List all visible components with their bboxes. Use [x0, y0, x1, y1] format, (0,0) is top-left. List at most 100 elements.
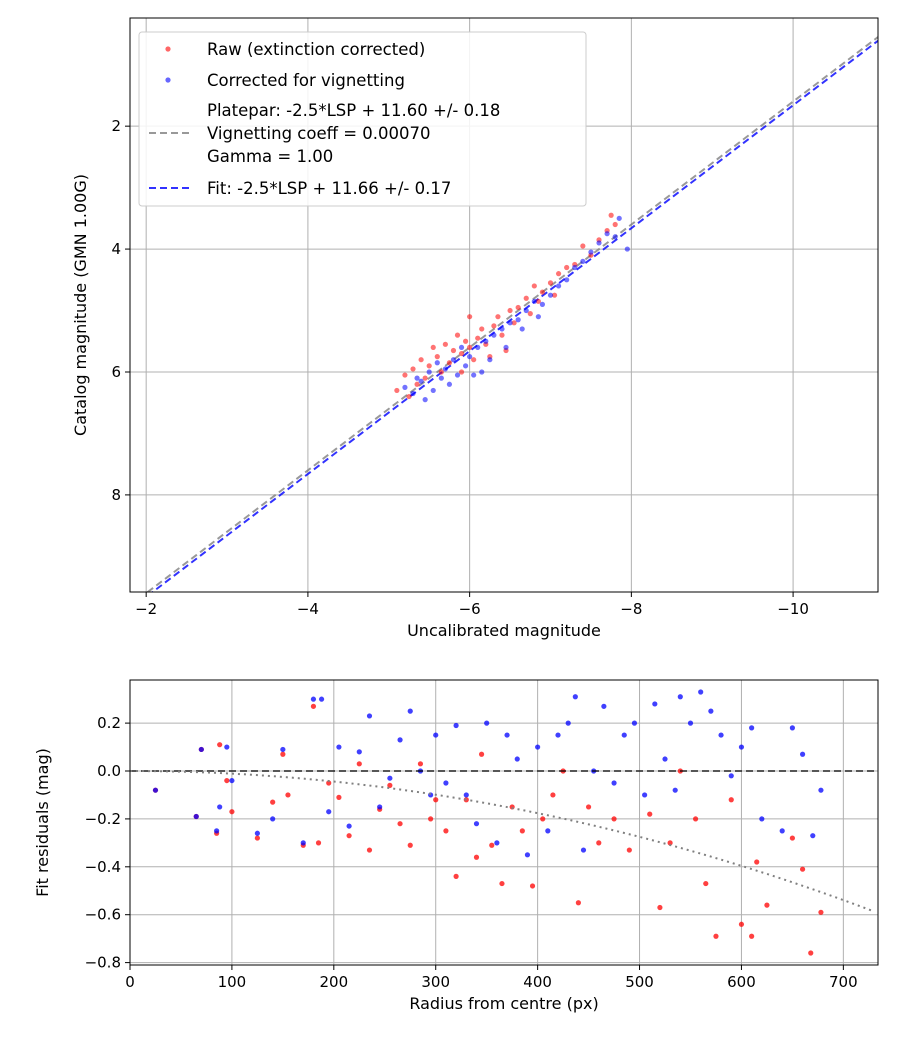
x-tick-label: −10 — [777, 600, 809, 618]
data-point — [479, 326, 485, 332]
x-tick-label: 300 — [421, 973, 450, 991]
data-point — [575, 900, 581, 906]
data-point — [473, 821, 480, 827]
axes-frame — [129, 679, 879, 966]
data-point — [475, 344, 481, 351]
data-point — [692, 816, 699, 822]
data-point — [473, 854, 480, 860]
y-tick-label: −0.8 — [85, 954, 121, 972]
data-point — [749, 933, 755, 939]
y-tick-label: 0.0 — [97, 762, 121, 780]
data-point — [458, 344, 465, 351]
data-point — [624, 246, 630, 252]
data-point — [759, 816, 765, 822]
data-point — [499, 880, 505, 887]
data-point — [580, 243, 586, 249]
data-point — [626, 847, 632, 853]
data-point — [426, 369, 432, 375]
x-tick-label: 500 — [625, 973, 654, 991]
data-point — [463, 792, 469, 798]
data-point — [414, 375, 420, 381]
x-tick-label: −6 — [459, 600, 481, 618]
data-point — [434, 360, 440, 366]
data-point — [397, 737, 403, 743]
data-point — [433, 797, 439, 803]
data-point — [491, 323, 497, 329]
data-point — [484, 720, 490, 726]
data-point — [764, 902, 770, 908]
data-point — [808, 950, 814, 956]
data-point — [612, 234, 618, 240]
data-point — [280, 746, 286, 753]
data-point — [657, 904, 663, 911]
data-point — [471, 372, 477, 378]
data-point — [810, 833, 816, 839]
data-point — [515, 304, 521, 311]
data-point — [662, 756, 668, 762]
data-point — [545, 828, 551, 834]
fit-line-platepar — [146, 36, 878, 592]
data-point — [377, 804, 383, 810]
fit-line-fit — [150, 39, 878, 592]
data-point — [454, 372, 461, 378]
data-point — [551, 292, 558, 298]
data-point — [394, 387, 400, 394]
data-point — [224, 744, 230, 750]
data-point — [326, 780, 332, 786]
data-point — [426, 363, 432, 369]
data-point — [789, 835, 795, 841]
data-point — [422, 397, 428, 403]
x-tick-label: −4 — [297, 600, 319, 618]
data-point — [531, 298, 537, 304]
data-point — [478, 751, 485, 757]
data-point — [475, 335, 481, 341]
data-point — [718, 732, 724, 738]
data-point — [450, 357, 457, 363]
data-point — [611, 780, 617, 786]
y-tick-label: −0.2 — [85, 810, 121, 828]
axes-frame — [129, 17, 879, 593]
data-point — [604, 231, 610, 237]
data-point — [270, 799, 276, 805]
data-point — [547, 292, 554, 298]
data-point — [601, 703, 607, 709]
data-point — [515, 317, 521, 323]
data-point — [217, 742, 223, 748]
data-point — [818, 909, 824, 915]
data-point — [494, 840, 500, 846]
data-point — [410, 390, 416, 397]
data-point — [631, 720, 638, 726]
y-tick-label: 0.2 — [97, 714, 121, 732]
data-point — [647, 811, 653, 817]
data-point — [588, 249, 594, 255]
data-point — [310, 703, 317, 709]
data-point — [564, 264, 570, 271]
data-point — [366, 713, 373, 719]
legend-label: Corrected for vignetting — [207, 71, 405, 90]
x-tick-label: 700 — [829, 973, 858, 991]
data-point — [462, 363, 469, 369]
data-point — [214, 828, 220, 834]
data-point — [336, 744, 342, 750]
vignetting-curve — [130, 770, 875, 913]
y-axis-label: Fit residuals (mag) — [33, 748, 52, 897]
y-tick-label: 6 — [111, 363, 121, 381]
data-point — [616, 215, 622, 221]
data-point — [414, 381, 420, 387]
data-point — [535, 314, 541, 320]
legend: Raw (extinction corrected) Corrected for … — [138, 31, 587, 207]
data-point — [524, 852, 531, 858]
data-point — [703, 880, 709, 887]
data-point — [507, 320, 513, 326]
data-point — [326, 809, 332, 815]
data-point — [667, 840, 673, 846]
data-point — [430, 344, 436, 351]
data-point — [535, 298, 541, 304]
legend-marker — [165, 46, 171, 52]
x-tick-label: 200 — [319, 973, 348, 991]
data-point — [754, 859, 760, 865]
data-point — [471, 357, 477, 363]
data-point — [428, 816, 434, 822]
data-point — [550, 792, 556, 798]
data-point — [224, 777, 230, 784]
